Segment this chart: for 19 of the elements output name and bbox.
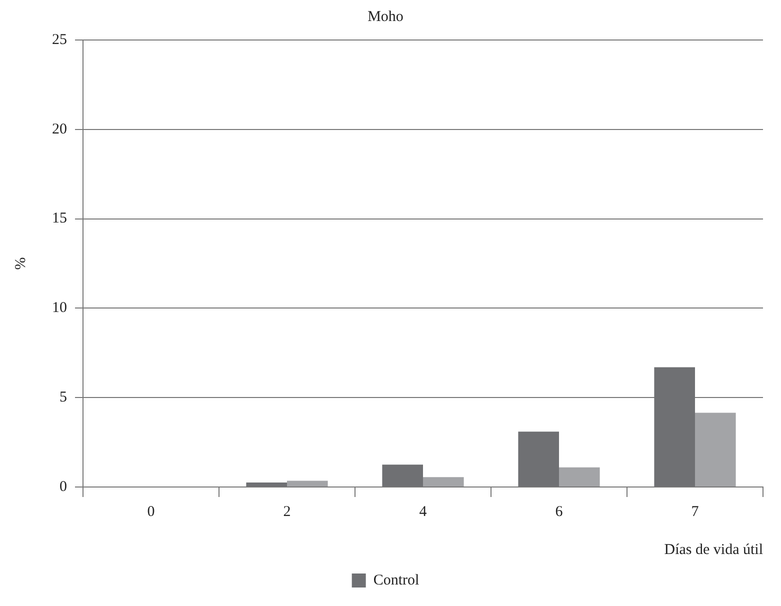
bar — [559, 467, 600, 486]
y-tick-label: 20 — [52, 121, 67, 138]
x-tick-label: 6 — [555, 504, 564, 520]
x-tick-label: 2 — [283, 504, 291, 520]
y-tick-label: 10 — [52, 300, 67, 316]
y-axis-title: % — [12, 257, 29, 270]
y-tick-label: 15 — [52, 210, 67, 227]
x-tick-label: 0 — [147, 504, 155, 520]
chart-title: Moho — [368, 8, 404, 25]
bar — [695, 412, 736, 486]
x-tick-label: 4 — [419, 504, 428, 520]
x-tick-label: 7 — [691, 504, 700, 520]
bar — [287, 480, 328, 486]
x-axis-title: Días de vida útil — [664, 542, 763, 558]
y-tick-label: 5 — [60, 390, 67, 406]
legend-label: Control — [373, 572, 420, 588]
bar — [423, 477, 464, 486]
y-tick-label: 0 — [60, 478, 67, 495]
y-tick-label: 25 — [52, 32, 67, 48]
